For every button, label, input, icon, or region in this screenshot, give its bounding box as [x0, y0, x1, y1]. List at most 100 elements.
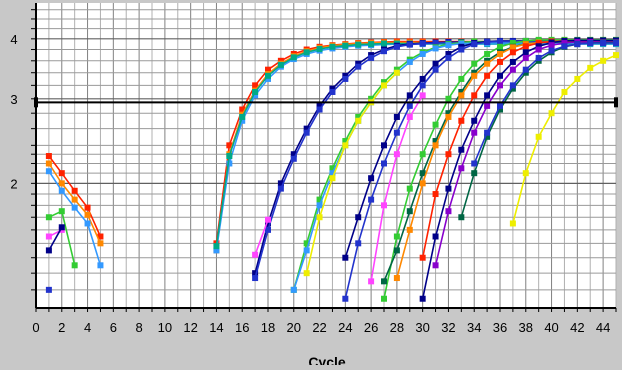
data-point — [393, 113, 400, 120]
data-point — [509, 58, 516, 65]
data-point — [484, 129, 491, 136]
data-point — [497, 102, 503, 109]
data-point — [471, 69, 478, 76]
data-point — [406, 58, 413, 65]
data-point — [432, 138, 439, 145]
x-tick-label: 12 — [183, 320, 197, 335]
data-point — [368, 54, 375, 61]
data-point — [329, 88, 336, 95]
x-tick-label: 32 — [441, 320, 455, 335]
data-point — [342, 42, 349, 49]
data-point — [355, 41, 362, 48]
plot-area — [36, 3, 616, 308]
data-point — [381, 40, 387, 47]
data-point — [509, 82, 516, 89]
data-point — [432, 121, 439, 128]
data-point — [316, 214, 323, 221]
data-point — [509, 49, 516, 56]
data-point — [471, 92, 478, 99]
data-point — [471, 129, 478, 136]
x-tick-label: 2 — [58, 320, 65, 335]
data-point — [316, 106, 323, 113]
data-point — [355, 240, 362, 247]
data-point — [277, 61, 284, 68]
data-point — [355, 113, 362, 120]
data-point — [368, 95, 375, 102]
data-point — [277, 185, 284, 192]
data-point — [252, 251, 259, 258]
data-point — [497, 43, 503, 50]
data-point — [342, 295, 349, 302]
data-point — [342, 254, 349, 261]
data-point — [432, 45, 439, 52]
data-point — [458, 46, 465, 53]
data-point — [381, 142, 387, 149]
x-tick-label: 28 — [390, 320, 404, 335]
data-point — [252, 92, 259, 99]
data-point — [432, 262, 439, 269]
data-point — [561, 88, 568, 95]
data-point — [535, 54, 542, 61]
data-point — [522, 37, 529, 44]
data-point — [522, 43, 529, 50]
series-group — [45, 36, 619, 302]
data-point — [316, 202, 323, 209]
data-point — [419, 254, 426, 261]
x-tick-label: 10 — [158, 320, 172, 335]
x-tick-label: 44 — [596, 320, 610, 335]
data-point — [497, 72, 503, 79]
x-tick-label: 18 — [261, 320, 275, 335]
data-point — [303, 129, 310, 136]
data-point — [84, 220, 91, 227]
data-point — [600, 57, 607, 64]
data-point — [509, 66, 516, 73]
y-tick-label: 2 — [10, 176, 17, 191]
data-point — [368, 196, 375, 203]
data-point — [445, 208, 452, 215]
data-point — [329, 175, 336, 182]
x-tick-label: 26 — [364, 320, 378, 335]
data-point — [97, 233, 104, 240]
data-point — [265, 216, 271, 223]
data-point — [381, 82, 387, 89]
data-point — [58, 170, 65, 177]
data-point — [265, 75, 271, 82]
data-point — [239, 113, 246, 120]
data-point — [419, 40, 426, 47]
series — [45, 160, 104, 247]
data-point — [265, 66, 271, 73]
data-point — [303, 125, 310, 132]
data-point — [316, 45, 323, 52]
data-point — [484, 133, 491, 140]
data-point — [548, 47, 555, 54]
data-point — [458, 92, 465, 99]
data-point — [239, 106, 246, 113]
data-point — [497, 50, 503, 57]
data-point — [406, 113, 413, 120]
data-point — [419, 50, 426, 57]
data-point — [226, 153, 233, 160]
data-point — [303, 247, 310, 254]
data-point — [484, 72, 491, 79]
data-point — [574, 41, 581, 48]
data-point — [355, 63, 362, 70]
data-point — [45, 233, 52, 240]
data-point — [406, 185, 413, 192]
series — [471, 40, 619, 167]
data-point — [393, 151, 400, 158]
x-tick-label: 16 — [235, 320, 249, 335]
data-point — [535, 46, 542, 53]
data-point — [342, 75, 349, 82]
series-line — [254, 219, 269, 256]
data-point — [97, 262, 104, 269]
data-point — [458, 75, 465, 82]
data-point — [71, 187, 78, 194]
data-point — [509, 44, 516, 51]
data-point — [71, 262, 78, 269]
data-point — [290, 151, 297, 158]
series — [45, 153, 104, 240]
threshold-handle-left — [34, 97, 38, 108]
data-point — [393, 275, 400, 282]
data-point — [84, 211, 91, 218]
